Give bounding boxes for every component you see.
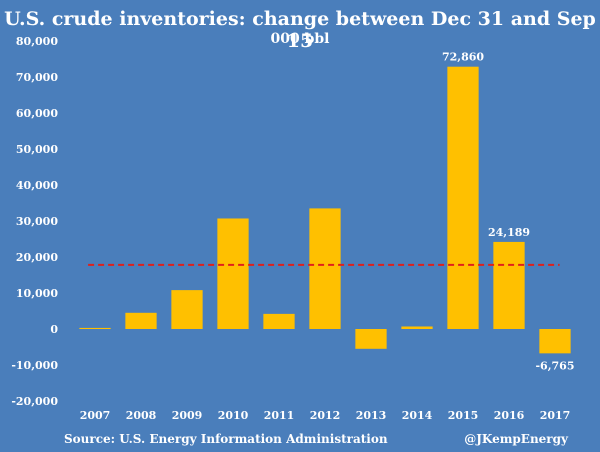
x-tick-label: 2007 [80,409,111,422]
y-tick-label: 50,000 [16,143,58,156]
x-tick-label: 2017 [540,409,571,422]
y-tick-label: 60,000 [16,107,58,120]
y-tick-label: 40,000 [16,179,58,192]
bar-2012 [309,208,341,329]
y-tick-label: -10,000 [11,359,58,372]
bar-2015 [447,66,479,329]
chart-subtitle: 000 bbl [270,31,330,47]
x-tick-label: 2016 [494,409,525,422]
x-tick-label: 2012 [310,409,341,422]
x-tick-label: 2014 [402,409,433,422]
x-tick-label: 2011 [264,409,295,422]
x-tick-label: 2010 [218,409,249,422]
x-tick-label: 2008 [126,409,157,422]
bar-2007 [79,327,111,329]
bar-2011 [263,313,295,329]
bar-2008 [125,312,157,329]
data-label: -6,765 [535,359,574,372]
y-tick-label: 80,000 [16,35,58,48]
bar-2013 [355,329,387,349]
y-tick-label: -20,000 [11,395,58,408]
author-handle: @JKempEnergy [464,432,568,446]
x-tick-label: 2009 [172,409,203,422]
x-tick-label: 2013 [356,409,387,422]
bar-2017 [539,329,571,354]
y-tick-label: 30,000 [16,215,58,228]
y-tick-label: 0 [50,323,58,336]
bar-2010 [217,218,249,329]
y-tick-label: 20,000 [16,251,58,264]
x-tick-label: 2015 [448,409,479,422]
bar-2009 [171,290,203,329]
bar-2016 [493,241,525,329]
y-tick-label: 10,000 [16,287,58,300]
data-label: 24,189 [488,226,530,239]
y-tick-label: 70,000 [16,71,58,84]
chart-title: U.S. crude inventories: change between D… [4,8,596,52]
data-label: 72,860 [442,51,484,64]
source-note: Source: U.S. Energy Information Administ… [64,432,388,446]
bar-2014 [401,326,433,329]
